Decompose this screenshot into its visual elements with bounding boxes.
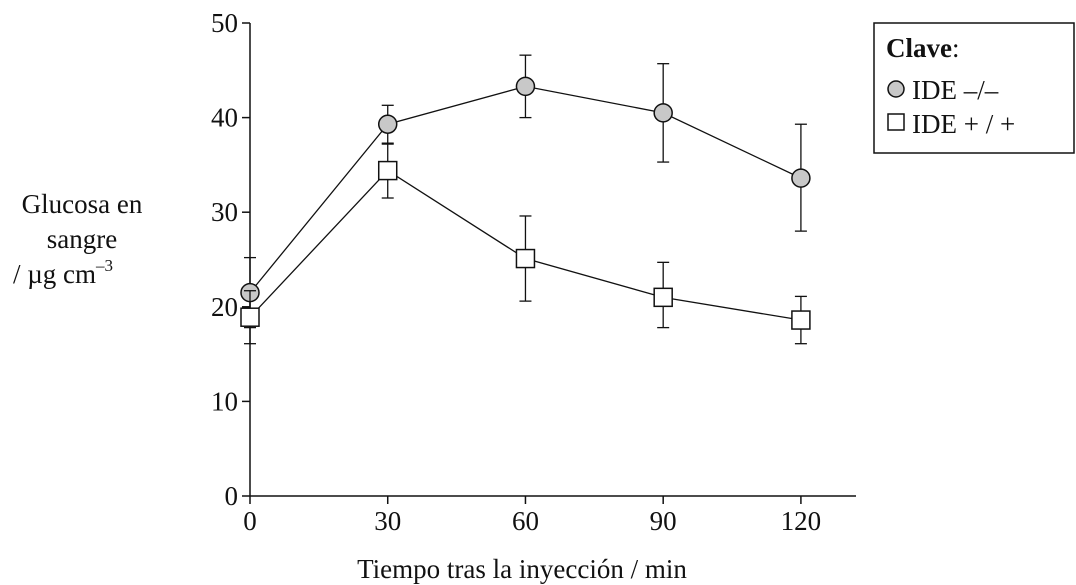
data-point-square: [653, 287, 673, 308]
y-axis-title-line-2: sangre: [47, 224, 117, 254]
y-axis-title: Glucosa en sangre / µg cm–3: [13, 189, 143, 289]
axes: [249, 23, 856, 497]
series-square: [240, 143, 811, 345]
data-point-square: [791, 310, 811, 330]
y-axis-title-exponent: –3: [95, 256, 113, 275]
legend-circle-marker: [887, 80, 905, 98]
data-point-square: [240, 307, 260, 327]
legend: Clave: IDE –/– IDE + / +: [873, 22, 1075, 154]
ticks: 0 10 20 30 40 50 0 30 60 90 120: [211, 8, 821, 536]
x-tick-label: 30: [374, 506, 401, 536]
legend-box: [873, 22, 1075, 154]
x-axis-title: Tiempo tras la inyección / min: [357, 554, 687, 584]
y-tick-label: 50: [211, 8, 238, 38]
y-tick-label: 10: [211, 386, 238, 416]
y-tick-label: 30: [211, 197, 238, 227]
x-tick-label: 60: [512, 506, 539, 536]
legend-title-colon: :: [952, 33, 960, 63]
y-tick-label: 0: [225, 481, 239, 511]
x-tick-label: 120: [781, 506, 822, 536]
legend-title-text: Clave: [886, 33, 952, 63]
x-tick-label: 0: [243, 506, 257, 536]
data-point-square: [515, 248, 536, 269]
y-axis-title-line-1: Glucosa en: [22, 189, 143, 219]
legend-square-marker: [887, 113, 905, 131]
y-axis-title-unit: / µg cm: [13, 259, 96, 289]
legend-label-ide-knockout: IDE –/–: [912, 75, 999, 105]
y-tick-label: 20: [211, 292, 238, 322]
data-point-circle: [515, 76, 536, 97]
legend-title: Clave:: [886, 33, 960, 63]
x-tick-label: 90: [650, 506, 677, 536]
legend-label-ide-wildtype: IDE + / +: [912, 109, 1015, 139]
series-layer: [240, 54, 811, 345]
data-point-circle: [377, 114, 398, 134]
data-point-square: [377, 160, 398, 181]
y-axis-title-line-3: / µg cm–3: [13, 256, 113, 289]
data-point-circle: [791, 168, 811, 188]
y-tick-label: 40: [211, 103, 238, 133]
data-point-circle: [653, 103, 673, 123]
